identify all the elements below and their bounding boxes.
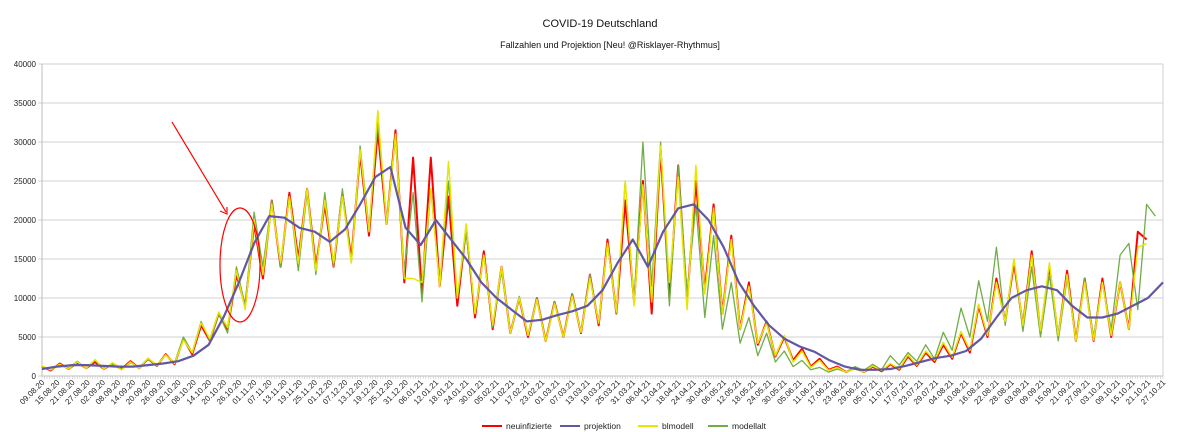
y-tick-label: 5000	[18, 333, 36, 342]
y-tick-label: 10000	[14, 294, 37, 303]
gridlines	[38, 63, 1164, 377]
highlight-ellipse	[219, 207, 261, 323]
y-axis: 0 5000 10000 15000 20000 25000 30000 35000 40000	[14, 60, 37, 381]
arrow-head-icon	[219, 207, 228, 215]
series-lines	[41, 110, 1164, 374]
legend: neuinfizierte projektion blmodell modellalt	[482, 421, 767, 431]
y-tick-label: 25000	[14, 177, 37, 186]
y-tick-label: 15000	[14, 255, 37, 264]
annotation-arrow	[171, 121, 227, 213]
y-tick-label: 30000	[14, 138, 37, 147]
x-axis: 09.08.2015.08.2021.08.2027.08.2002.09.20…	[18, 375, 1168, 406]
legend-label-neuinfizierte: neuinfizierte	[506, 421, 552, 431]
series-line-blmodell	[41, 110, 1147, 373]
chart-subtitle: Fallzahlen und Projektion [Neu! @Risklay…	[500, 40, 720, 50]
series-line-projektion	[41, 165, 1164, 371]
y-tick-label: 40000	[14, 60, 37, 69]
legend-label-modellalt: modellalt	[732, 421, 767, 431]
legend-label-blmodell: blmodell	[662, 421, 694, 431]
legend-label-projektion: projektion	[584, 421, 621, 431]
y-tick-label: 35000	[14, 99, 37, 108]
annotations	[171, 121, 261, 323]
y-tick-label: 0	[32, 372, 37, 381]
chart-title: COVID-19 Deutschland	[543, 18, 658, 30]
y-tick-label: 20000	[14, 216, 37, 225]
